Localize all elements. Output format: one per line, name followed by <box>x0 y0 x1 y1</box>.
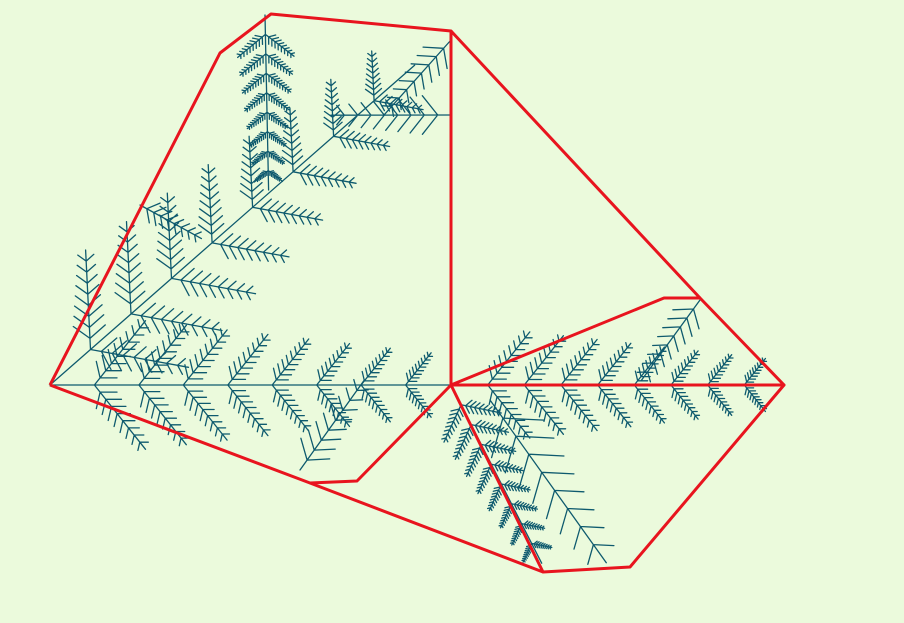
lower-right-hull <box>449 383 786 574</box>
upper-left-hull <box>48 12 453 485</box>
hull-outlines <box>48 12 786 574</box>
upper-right-triangle <box>449 29 702 300</box>
fern-path <box>49 14 782 565</box>
bottom-edge <box>309 481 544 574</box>
fern-branches <box>49 14 782 565</box>
